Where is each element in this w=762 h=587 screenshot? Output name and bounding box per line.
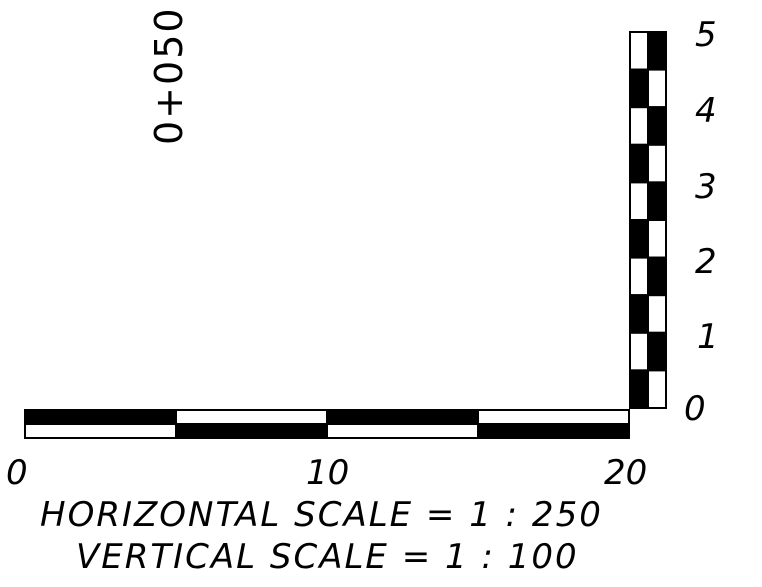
h-bar-segment-top-3 [477, 409, 630, 425]
h-bar-segment-bottom-0 [24, 423, 177, 439]
v-bar-segment-right-1 [647, 68, 667, 109]
v-bar-segment-right-4 [647, 181, 667, 221]
v-tick-label-2: 2 [695, 242, 717, 282]
v-bar-segment-right-5 [647, 219, 667, 259]
h-bar-segment-top-1 [175, 409, 328, 425]
v-bar-segment-left-5 [629, 219, 649, 259]
v-bar-segment-left-8 [629, 331, 649, 372]
v-bar-segment-right-6 [647, 256, 667, 297]
v-tick-label-5: 5 [695, 15, 717, 55]
h-bar-segment-bottom-2 [326, 423, 479, 439]
v-bar-segment-right-0 [647, 31, 667, 71]
v-bar-segment-right-3 [647, 143, 667, 184]
v-bar-segment-left-4 [629, 181, 649, 221]
v-tick-label-4: 4 [695, 91, 717, 131]
h-bar-segment-bottom-3 [477, 423, 630, 439]
v-bar-segment-left-3 [629, 143, 649, 184]
h-tick-label-0: 0 [6, 453, 28, 493]
h-tick-label-10: 10 [306, 453, 349, 493]
h-tick-label-20: 20 [604, 453, 647, 493]
horizontal-scale-bar [24, 409, 630, 439]
v-bar-segment-right-8 [647, 331, 667, 372]
v-bar-segment-right-2 [647, 106, 667, 146]
v-tick-label-3: 3 [695, 167, 717, 207]
v-bar-segment-left-9 [629, 369, 649, 409]
v-bar-segment-left-1 [629, 68, 649, 109]
h-bar-segment-top-2 [326, 409, 479, 425]
v-bar-segment-left-2 [629, 106, 649, 146]
vertical-scale-text: VERTICAL SCALE = 1 : 100 [76, 537, 579, 577]
v-tick-label-0: 0 [684, 389, 706, 429]
h-bar-segment-top-0 [24, 409, 177, 425]
v-tick-label-1: 1 [697, 317, 719, 357]
v-bar-segment-right-7 [647, 294, 667, 334]
v-bar-segment-left-6 [629, 256, 649, 297]
vertical-scale-bar [629, 31, 667, 409]
horizontal-scale-text: HORIZONTAL SCALE = 1 : 250 [40, 495, 603, 535]
v-bar-segment-left-7 [629, 294, 649, 334]
v-bar-segment-left-0 [629, 31, 649, 71]
station-label: 0+050 [147, 6, 191, 145]
v-bar-segment-right-9 [647, 369, 667, 409]
h-bar-segment-bottom-1 [175, 423, 328, 439]
